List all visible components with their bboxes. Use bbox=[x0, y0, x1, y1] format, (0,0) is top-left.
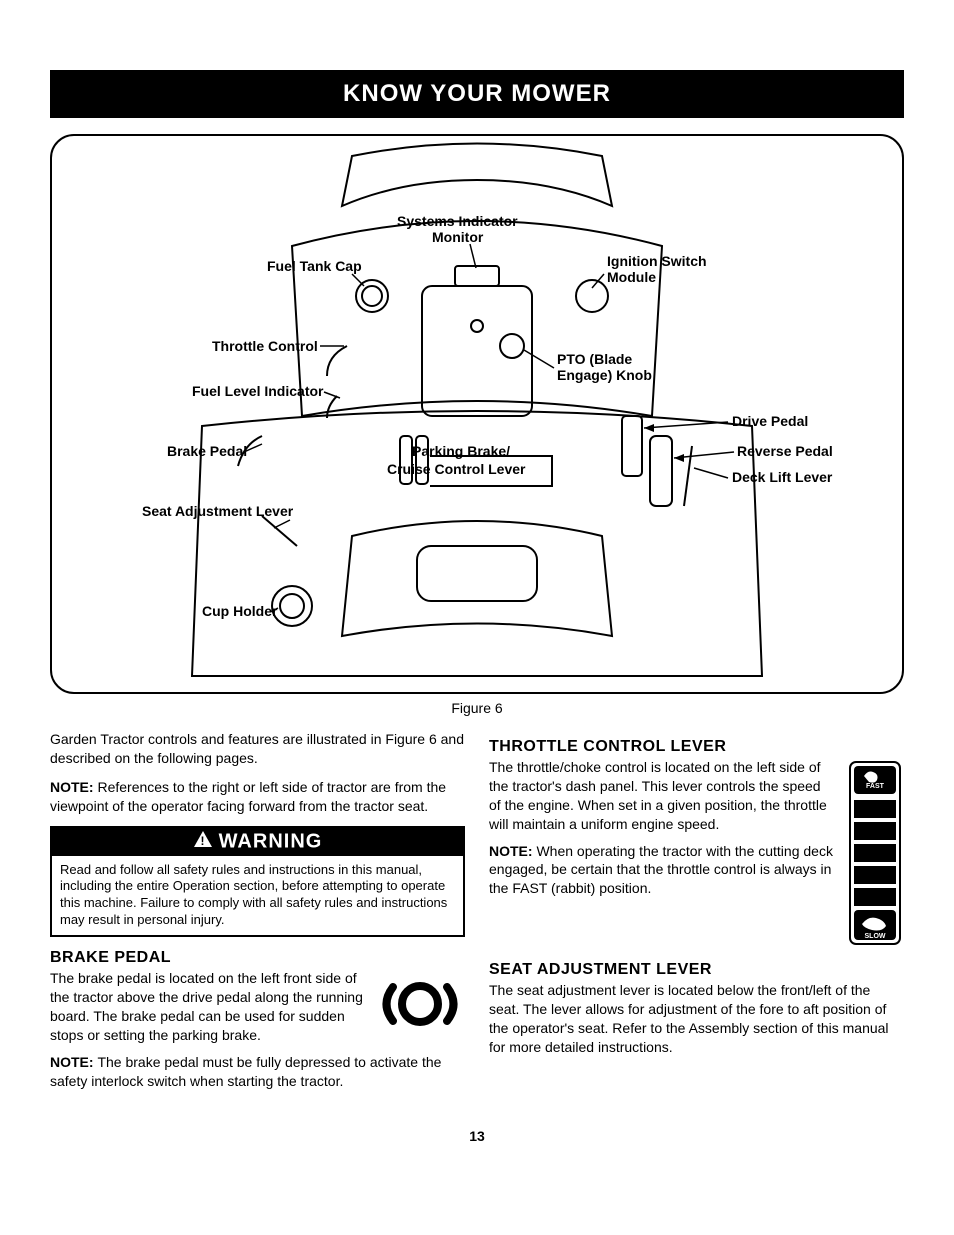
brake-note-text: The brake pedal must be fully depressed … bbox=[50, 1054, 441, 1089]
label-parking-brake: Parking Brake/ bbox=[412, 443, 510, 459]
label-ignition-switch: Ignition Switch bbox=[607, 253, 707, 269]
note-label: NOTE: bbox=[50, 779, 97, 795]
intro-paragraph: Garden Tractor controls and features are… bbox=[50, 730, 465, 768]
brake-pedal-title: BRAKE PEDAL bbox=[50, 949, 465, 967]
label-cruise-control: Cruise Control Lever bbox=[387, 461, 526, 477]
seat-adjust-body: The seat adjustment lever is located bel… bbox=[489, 981, 904, 1057]
brake-note: NOTE: The brake pedal must be fully depr… bbox=[50, 1053, 465, 1091]
label-cup-holder: Cup Holder bbox=[202, 603, 278, 619]
brake-body: The brake pedal is located on the left f… bbox=[50, 969, 365, 1045]
throttle-title: THROTTLE CONTROL LEVER bbox=[489, 738, 904, 756]
throttle-body: The throttle/choke control is located on… bbox=[489, 758, 836, 834]
label-monitor: Monitor bbox=[432, 229, 484, 245]
label-deck-lift: Deck Lift Lever bbox=[732, 469, 833, 485]
label-drive-pedal: Drive Pedal bbox=[732, 413, 808, 429]
label-engage-knob: Engage) Knob bbox=[557, 367, 652, 383]
note-label: NOTE: bbox=[489, 843, 536, 859]
figure-caption: Figure 6 bbox=[50, 700, 904, 716]
brake-pedal-icon bbox=[375, 969, 465, 1044]
label-module: Module bbox=[607, 269, 656, 285]
content-columns: Garden Tractor controls and features are… bbox=[50, 730, 904, 1098]
label-systems-indicator: Systems Indicator bbox=[397, 213, 518, 229]
page-number: 13 bbox=[50, 1128, 904, 1144]
intro-note-text: References to the right or left side of … bbox=[50, 779, 446, 814]
slow-label: SLOW bbox=[865, 933, 886, 940]
label-seat-adjustment: Seat Adjustment Lever bbox=[142, 503, 294, 519]
warning-body: Read and follow all safety rules and ins… bbox=[52, 856, 463, 936]
label-throttle-control: Throttle Control bbox=[212, 338, 318, 354]
note-label: NOTE: bbox=[50, 1054, 97, 1070]
throttle-note: NOTE: When operating the tractor with th… bbox=[489, 842, 836, 899]
warning-header: ! WARNING bbox=[52, 828, 463, 856]
throttle-slider-icon: FAST SLOW bbox=[846, 758, 904, 953]
label-brake-pedal: Brake Pedal bbox=[167, 443, 247, 459]
throttle-section: The throttle/choke control is located on… bbox=[489, 758, 904, 953]
label-reverse-pedal: Reverse Pedal bbox=[737, 443, 833, 459]
mower-diagram: Systems Indicator Monitor Fuel Tank Cap … bbox=[50, 134, 904, 694]
right-column: THROTTLE CONTROL LEVER The throttle/chok… bbox=[489, 730, 904, 1098]
warning-title: WARNING bbox=[219, 830, 323, 852]
throttle-note-text: When operating the tractor with the cutt… bbox=[489, 843, 833, 897]
svg-text:!: ! bbox=[200, 834, 205, 848]
warning-triangle-icon: ! bbox=[193, 830, 213, 854]
diagram-svg: Systems Indicator Monitor Fuel Tank Cap … bbox=[52, 136, 902, 692]
label-fuel-level: Fuel Level Indicator bbox=[192, 383, 324, 399]
label-pto-blade: PTO (Blade bbox=[557, 351, 632, 367]
label-fuel-tank-cap: Fuel Tank Cap bbox=[267, 258, 362, 274]
intro-note: NOTE: References to the right or left si… bbox=[50, 778, 465, 816]
fast-label: FAST bbox=[866, 783, 885, 790]
page-title: KNOW YOUR MOWER bbox=[343, 80, 611, 107]
seat-adjust-title: SEAT ADJUSTMENT LEVER bbox=[489, 961, 904, 979]
left-column: Garden Tractor controls and features are… bbox=[50, 730, 465, 1098]
warning-box: ! WARNING Read and follow all safety rul… bbox=[50, 826, 465, 938]
page-title-banner: KNOW YOUR MOWER bbox=[50, 70, 904, 118]
brake-section: The brake pedal is located on the left f… bbox=[50, 969, 465, 1053]
